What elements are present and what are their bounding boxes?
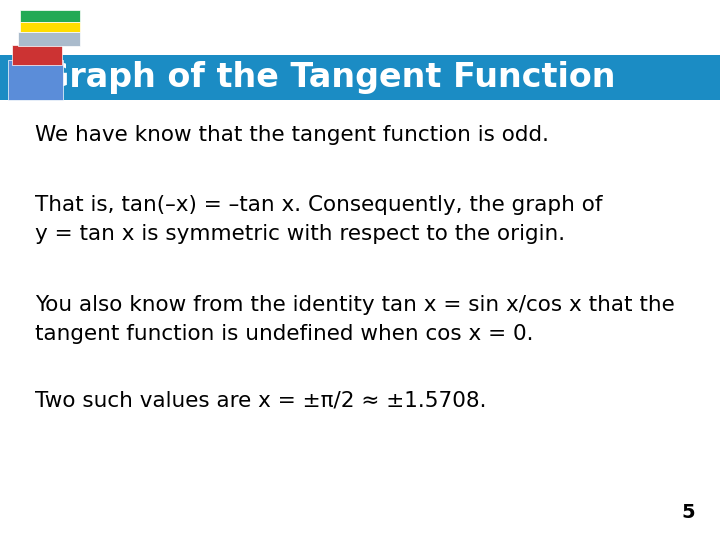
- Bar: [8, 60, 63, 100]
- Bar: [18, 32, 80, 46]
- Bar: [12, 45, 62, 65]
- Text: We have know that the tangent function is odd.: We have know that the tangent function i…: [35, 125, 549, 145]
- Text: 5: 5: [681, 503, 695, 522]
- Text: Two such values are x = ±π/2 ≈ ±1.5708.: Two such values are x = ±π/2 ≈ ±1.5708.: [35, 390, 487, 410]
- Text: That is, tan(–x) = –tan x. Consequently, the graph of
y = tan x is symmetric wit: That is, tan(–x) = –tan x. Consequently,…: [35, 195, 603, 244]
- Bar: [20, 22, 80, 32]
- Text: You also know from the identity tan x = sin x/cos x that the
tangent function is: You also know from the identity tan x = …: [35, 295, 675, 344]
- Bar: [20, 10, 80, 22]
- Text: Graph of the Tangent Function: Graph of the Tangent Function: [42, 61, 616, 94]
- Bar: [20, 55, 26, 100]
- Bar: [0, 55, 720, 100]
